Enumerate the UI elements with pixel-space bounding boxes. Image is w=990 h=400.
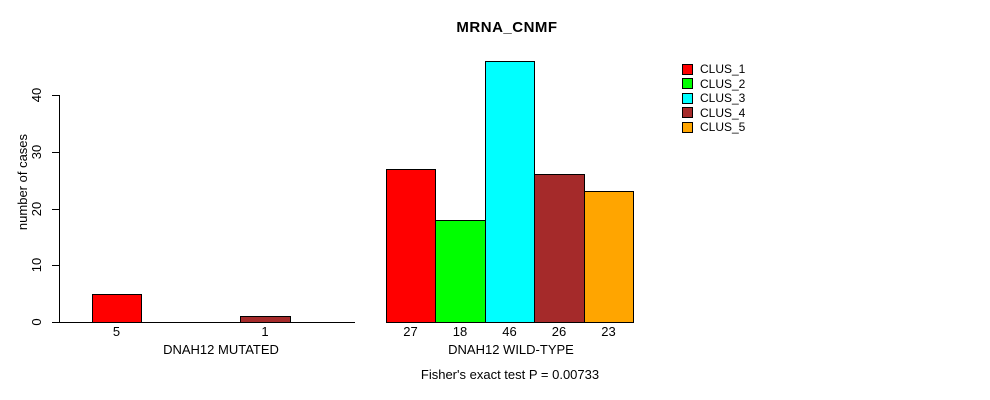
legend-swatch-icon [682, 63, 693, 75]
y-tick-label: 20 [29, 201, 44, 217]
y-tick [52, 95, 59, 96]
y-tick-label: 30 [29, 144, 44, 160]
bar-CLUS_4 [240, 316, 291, 323]
legend-label: CLUS_2 [700, 76, 746, 91]
bar-value-label: 18 [452, 324, 468, 339]
y-tick [52, 209, 59, 210]
group-label: DNAH12 WILD-TYPE [448, 342, 574, 357]
legend-swatch-icon [682, 121, 693, 133]
legend-item: CLUS_1 [682, 62, 745, 77]
legend: CLUS_1 CLUS_2 CLUS_3 CLUS_4 CLUS_5 [682, 62, 745, 135]
y-tick-label: 0 [29, 318, 44, 326]
legend-swatch-icon [682, 78, 693, 90]
bar-value-label: 1 [261, 324, 269, 339]
x-axis-baseline [59, 322, 355, 323]
legend-label: CLUS_3 [700, 91, 746, 106]
fisher-test-annotation: Fisher's exact test P = 0.00733 [420, 367, 600, 382]
y-axis-line [59, 95, 60, 323]
chart-title: MRNA_CNMF [456, 19, 558, 36]
bar-value-label: 27 [403, 324, 418, 339]
bar-value-label: 26 [551, 324, 567, 339]
legend-item: CLUS_2 [682, 77, 745, 92]
y-tick [52, 322, 59, 323]
bar-CLUS_4 [534, 174, 585, 323]
y-tick [52, 152, 59, 153]
y-tick-label: 40 [29, 87, 44, 103]
legend-item: CLUS_5 [682, 120, 745, 135]
bar-CLUS_2 [435, 220, 486, 323]
legend-item: CLUS_3 [682, 91, 745, 106]
bar-value-label: 5 [112, 324, 121, 339]
y-tick-label: 10 [29, 257, 44, 273]
legend-label: CLUS_4 [700, 105, 746, 120]
legend-label: CLUS_5 [700, 120, 746, 135]
bar-CLUS_5 [584, 191, 634, 323]
y-tick [52, 265, 59, 266]
group-label: DNAH12 MUTATED [163, 342, 279, 357]
bar-CLUS_1 [92, 294, 142, 323]
bar-value-label: 46 [502, 324, 517, 339]
legend-item: CLUS_4 [682, 106, 745, 121]
bar-CLUS_3 [485, 61, 535, 323]
bar-CLUS_1 [386, 169, 436, 323]
legend-label: CLUS_1 [700, 62, 746, 77]
legend-swatch-icon [682, 92, 693, 104]
legend-swatch-icon [682, 107, 693, 119]
bar-value-label: 23 [601, 324, 616, 339]
